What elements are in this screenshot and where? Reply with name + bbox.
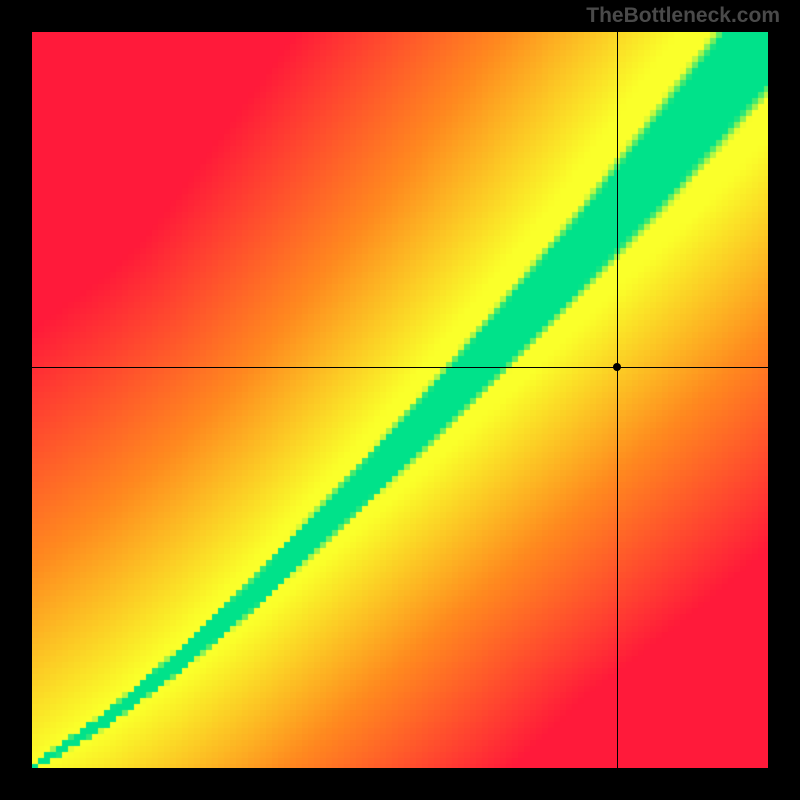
heatmap-canvas bbox=[32, 32, 768, 768]
selection-marker bbox=[613, 363, 621, 371]
bottleneck-heatmap bbox=[32, 32, 768, 768]
crosshair-vertical bbox=[617, 32, 618, 768]
crosshair-horizontal bbox=[32, 367, 768, 368]
watermark-text: TheBottleneck.com bbox=[586, 4, 780, 28]
